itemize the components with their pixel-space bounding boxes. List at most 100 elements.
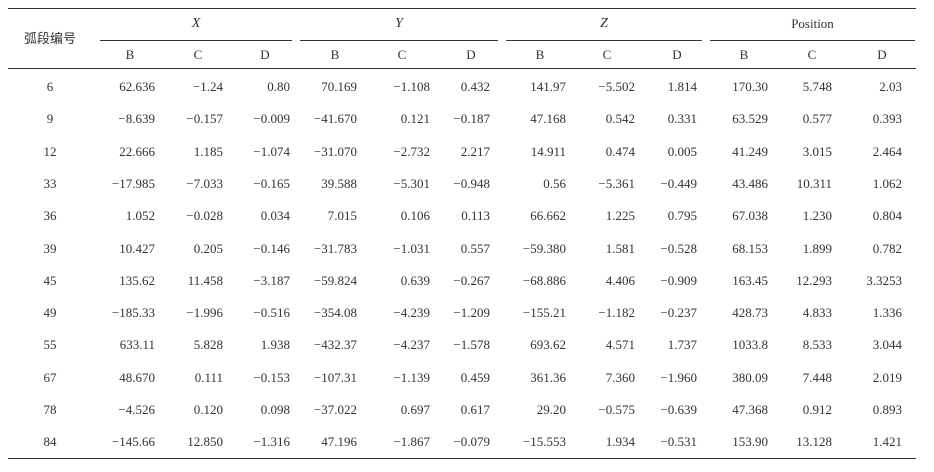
cell: 68.153 [732, 240, 768, 256]
cell: 4.571 [605, 337, 635, 353]
cell: −0.267 [453, 272, 490, 288]
cell: 3.044 [872, 337, 902, 353]
cell: 1.938 [260, 337, 290, 353]
cell: 0.120 [193, 402, 223, 417]
cell: 48.670 [119, 369, 155, 385]
cell: 1033.8 [732, 337, 768, 353]
cell: −1.209 [453, 305, 490, 321]
cell: −155.21 [522, 305, 566, 321]
cell: −4.237 [393, 337, 430, 353]
cell: −15.553 [522, 434, 566, 450]
cell: 10.311 [796, 175, 832, 191]
cell: −0.157 [186, 111, 223, 127]
cell: 43.486 [732, 175, 768, 191]
cell: −1.578 [453, 337, 490, 353]
cell: −0.948 [453, 175, 490, 191]
cell: −0.639 [660, 402, 697, 417]
cell: 2.464 [872, 143, 902, 159]
cell: 0.542 [605, 111, 635, 127]
cell: 1.899 [802, 240, 832, 256]
cell: 135.62 [119, 272, 155, 288]
cell: 22.666 [119, 143, 155, 159]
cell: 0.393 [872, 111, 902, 127]
cell: 0.432 [460, 79, 490, 94]
cell: 0.106 [400, 208, 430, 224]
cell: 0.56 [543, 175, 566, 191]
corner-header: 弧段编号 [23, 31, 77, 46]
cell: −1.074 [253, 143, 290, 159]
cell: 0.005 [667, 143, 697, 159]
cell: 0.034 [260, 208, 290, 224]
cell: −5.361 [598, 175, 635, 191]
cell: −1.24 [192, 79, 223, 94]
cell: −0.165 [253, 175, 290, 191]
cell: −8.639 [118, 111, 155, 127]
cell: −0.079 [453, 434, 490, 450]
cell: 0.474 [605, 143, 635, 159]
cell: 66.662 [530, 208, 566, 224]
column-header: C [397, 47, 407, 62]
cell: 62.636 [119, 79, 155, 94]
cell: −31.783 [313, 240, 357, 256]
cell: 0.577 [802, 111, 832, 127]
cell: 70.169 [321, 79, 357, 94]
cell: 7.015 [327, 208, 357, 224]
cell: 5.748 [802, 79, 832, 94]
cell: −1.867 [393, 434, 430, 450]
cell: 0.782 [872, 240, 902, 256]
cell: 380.09 [732, 369, 768, 385]
column-header: D [260, 47, 270, 62]
cell: 0.111 [194, 369, 223, 385]
cell: 0.459 [460, 369, 490, 385]
cell: 361.36 [530, 369, 566, 385]
cell: 693.62 [530, 337, 566, 353]
column-header: B [125, 47, 135, 62]
row-id: 67 [43, 369, 57, 385]
cell: −0.516 [253, 305, 290, 321]
cell: 0.331 [667, 111, 697, 127]
cell: 1.225 [605, 208, 635, 224]
cell: −17.985 [111, 175, 155, 191]
group-rule [506, 40, 702, 41]
cell: −0.146 [253, 240, 290, 256]
group-header: X [191, 16, 201, 31]
column-header: D [877, 47, 887, 62]
cell: 7.360 [605, 369, 635, 385]
cell: −59.824 [313, 272, 357, 288]
column-header: C [602, 47, 612, 62]
cell: −1.996 [186, 305, 223, 321]
cell: 153.90 [732, 434, 768, 450]
cell: −68.886 [522, 272, 566, 288]
cell: 12.293 [796, 272, 832, 288]
cell: −4.526 [118, 402, 155, 417]
cell: 4.833 [802, 305, 832, 321]
row-id: 36 [43, 208, 57, 224]
cell: 3.015 [802, 143, 832, 159]
column-header: D [466, 47, 476, 62]
cell: −145.66 [111, 434, 155, 450]
cell: 0.113 [461, 208, 490, 224]
cell: −0.909 [660, 272, 697, 288]
cell: 2.019 [872, 369, 902, 385]
cell: −0.528 [660, 240, 697, 256]
group-header: Position [791, 16, 834, 31]
row-id: 49 [43, 305, 57, 321]
cell: 47.168 [530, 111, 566, 127]
column-header: B [330, 47, 340, 62]
cell: −0.237 [660, 305, 697, 321]
cell: −3.187 [253, 272, 290, 288]
row-id: 55 [43, 337, 57, 353]
cell: −0.187 [453, 111, 490, 127]
cell: 47.368 [732, 402, 768, 417]
cell: 0.912 [802, 402, 832, 417]
bottom-rule [8, 458, 916, 459]
cell: −1.960 [660, 369, 697, 385]
cell: 0.804 [872, 208, 902, 224]
cell: −4.239 [393, 305, 430, 321]
cell: 170.30 [732, 79, 768, 94]
cell: 10.427 [119, 240, 155, 256]
cell: 1.185 [193, 143, 223, 159]
cell: −2.732 [393, 143, 430, 159]
cell: 47.196 [321, 434, 357, 450]
cell: −5.301 [393, 175, 430, 191]
